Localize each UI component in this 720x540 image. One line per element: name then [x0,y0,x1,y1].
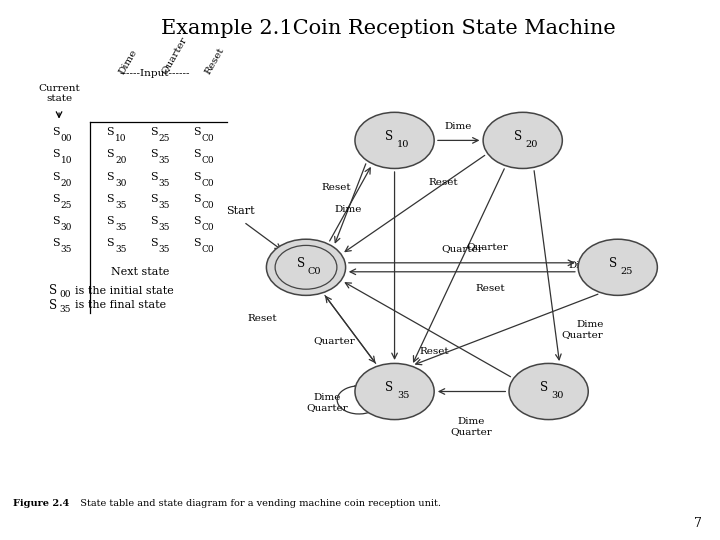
Text: S: S [52,150,60,159]
Text: S: S [52,238,60,248]
Text: Dime: Dime [335,205,362,214]
Text: C0: C0 [202,223,215,232]
Text: Start: Start [225,206,254,217]
Text: Quarter: Quarter [441,244,482,253]
Text: Reset: Reset [476,285,505,293]
Text: S: S [52,172,60,181]
Text: State table and state diagram for a vending machine coin reception unit.: State table and state diagram for a vend… [74,498,441,508]
Text: 25: 25 [158,134,170,143]
Text: Quarter: Quarter [467,242,508,252]
Text: C0: C0 [308,267,321,276]
Text: 30: 30 [115,179,127,187]
Text: Quarter: Quarter [313,336,355,345]
Text: ------Input------: ------Input------ [120,69,190,78]
Text: Dime
Quarter: Dime Quarter [307,393,348,412]
Text: is the final state: is the final state [75,300,166,310]
Text: S: S [385,381,394,394]
Text: S: S [297,257,305,270]
Text: Dime
Quarter: Dime Quarter [562,320,603,339]
Text: S: S [150,238,158,248]
Text: 00: 00 [60,134,72,143]
Text: S: S [107,194,114,204]
Text: C0: C0 [202,245,215,254]
Text: Current
state: Current state [38,84,80,103]
Text: S: S [150,216,158,226]
Ellipse shape [275,245,337,289]
Text: 20: 20 [60,179,72,187]
Text: 35: 35 [115,201,127,210]
Text: S: S [150,150,158,159]
Text: S: S [150,127,158,137]
Text: C0: C0 [202,157,215,165]
Text: S: S [193,238,201,248]
Text: 35: 35 [59,305,71,314]
Text: Example 2.1Coin Reception State Machine: Example 2.1Coin Reception State Machine [161,19,616,38]
Text: 35: 35 [158,179,170,187]
Text: 35: 35 [158,201,170,210]
Text: Reset: Reset [248,314,277,323]
Text: 7: 7 [694,517,702,530]
Text: C0: C0 [202,201,215,210]
Text: S: S [513,130,522,143]
Text: Reset: Reset [203,45,225,76]
Text: S: S [49,284,57,297]
Ellipse shape [578,239,657,295]
Text: S: S [385,130,394,143]
Text: S: S [193,194,201,204]
Text: Next state: Next state [111,267,170,278]
Text: Reset: Reset [428,178,458,187]
Text: S: S [193,172,201,181]
Text: S: S [193,127,201,137]
Text: Dime
Quarter: Dime Quarter [451,417,492,436]
Text: S: S [608,257,617,270]
Text: 10: 10 [60,157,72,165]
Ellipse shape [355,363,434,420]
Ellipse shape [266,239,346,295]
Text: S: S [150,172,158,181]
Text: S: S [150,194,158,204]
Text: 20: 20 [115,157,127,165]
Ellipse shape [483,112,562,168]
Text: Figure 2.4: Figure 2.4 [13,498,69,508]
Text: Dime: Dime [568,261,595,271]
Text: Quarter: Quarter [160,35,189,76]
Text: S: S [107,150,114,159]
Text: Dime: Dime [445,123,472,131]
Text: S: S [52,194,60,204]
Text: S: S [193,150,201,159]
Text: Reset: Reset [321,183,351,192]
Text: S: S [52,216,60,226]
Text: C0: C0 [202,179,215,187]
Text: 35: 35 [397,392,410,400]
Text: 00: 00 [59,291,71,299]
Text: S: S [539,381,548,394]
Text: Reset: Reset [420,347,449,355]
Text: S: S [193,216,201,226]
Text: 35: 35 [115,245,127,254]
Text: S: S [52,127,60,137]
Text: 25: 25 [60,201,72,210]
Text: 35: 35 [158,223,170,232]
Text: S: S [49,299,57,312]
Text: S: S [107,127,114,137]
Text: 35: 35 [115,223,127,232]
Text: 30: 30 [551,392,564,400]
Text: 10: 10 [115,134,127,143]
Text: 35: 35 [158,157,170,165]
Text: S: S [107,172,114,181]
Text: 10: 10 [397,140,410,149]
Text: 35: 35 [60,245,72,254]
Text: 25: 25 [620,267,633,276]
Text: S: S [107,216,114,226]
Text: Dime: Dime [117,48,139,76]
Text: 30: 30 [60,223,72,232]
Text: C0: C0 [202,134,215,143]
Text: 35: 35 [158,245,170,254]
Ellipse shape [355,112,434,168]
Text: is the initial state: is the initial state [75,286,174,295]
Text: 20: 20 [525,140,538,149]
Ellipse shape [509,363,588,420]
Text: S: S [107,238,114,248]
